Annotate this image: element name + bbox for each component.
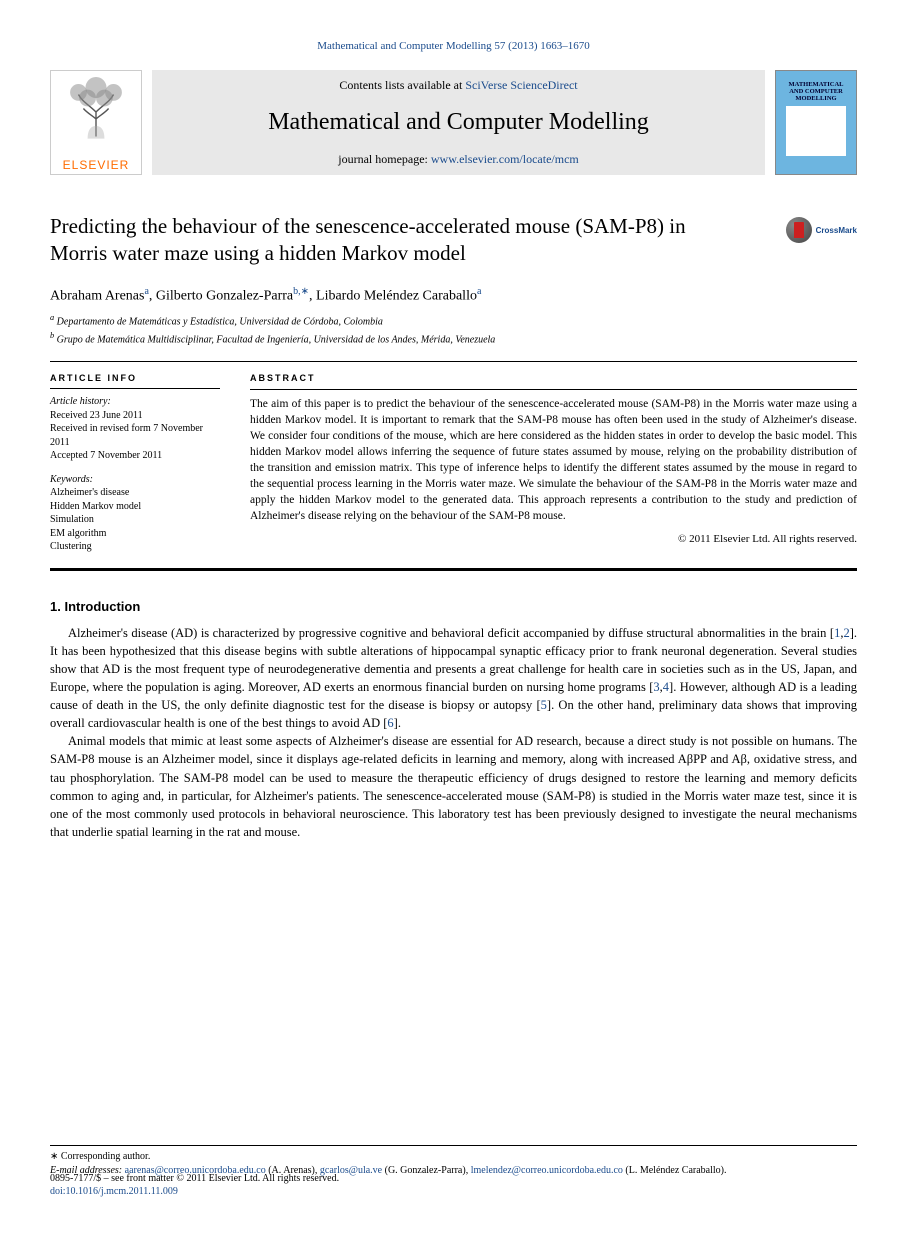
email-3-name: (L. Meléndez Caraballo). (623, 1165, 727, 1176)
intro-p2: Animal models that mimic at least some a… (50, 732, 857, 841)
cover-title: MATHEMATICAL AND COMPUTER MODELLING (782, 81, 850, 102)
homepage-line: journal homepage: www.elsevier.com/locat… (338, 152, 578, 167)
contents-line: Contents lists available at SciVerse Sci… (339, 78, 577, 93)
keywords-label: Keywords: (50, 473, 220, 487)
affiliations: a Departamento de Matemáticas y Estadíst… (50, 312, 857, 347)
aff-mark-b: b (50, 331, 54, 340)
aff-mark-a: a (50, 313, 54, 322)
introduction-body: Alzheimer's disease (AD) is characterize… (50, 624, 857, 842)
rule-bottom-2 (50, 569, 857, 571)
homepage-prefix: journal homepage: (338, 152, 431, 166)
keyword-0: Alzheimer's disease (50, 486, 220, 500)
history-label: Article history: (50, 395, 220, 409)
elsevier-tree-icon (61, 77, 131, 147)
running-head: Mathematical and Computer Modelling 57 (… (50, 40, 857, 52)
sciencedirect-link[interactable]: SciVerse ScienceDirect (465, 78, 577, 92)
abstract-body: The aim of this paper is to predict the … (250, 396, 857, 525)
author-1-aff[interactable]: a (144, 286, 148, 297)
author-1: Abraham Arenas (50, 288, 144, 303)
issn-line: 0895-7177/$ – see front matter © 2011 El… (50, 1172, 339, 1185)
crossmark-icon (786, 217, 812, 243)
doi-link[interactable]: doi:10.1016/j.mcm.2011.11.009 (50, 1186, 178, 1197)
homepage-link[interactable]: www.elsevier.com/locate/mcm (431, 152, 579, 166)
abstract: ABSTRACT The aim of this paper is to pre… (250, 372, 857, 554)
elsevier-wordmark: ELSEVIER (63, 158, 130, 172)
info-row: ARTICLE INFO Article history: Received 2… (50, 372, 857, 554)
corresponding-author: ∗ Corresponding author. (50, 1150, 857, 1164)
abstract-header: ABSTRACT (250, 372, 857, 385)
journal-cover-thumbnail: MATHEMATICAL AND COMPUTER MODELLING (775, 70, 857, 175)
journal-title: Mathematical and Computer Modelling (268, 109, 649, 136)
intro-p1-a: Alzheimer's disease (AD) is characterize… (68, 626, 834, 640)
email-3[interactable]: lmelendez@correo.unicordoba.edu.co (471, 1165, 623, 1176)
keyword-4: Clustering (50, 540, 220, 554)
crossmark-badge[interactable]: CrossMark (786, 217, 857, 243)
email-2-name: (G. Gonzalez-Parra), (382, 1165, 471, 1176)
author-3-aff[interactable]: a (477, 286, 481, 297)
aff-b: Grupo de Matemática Multidisciplinar, Fa… (57, 334, 496, 345)
author-2-aff[interactable]: b,∗ (293, 286, 309, 297)
keyword-2: Simulation (50, 513, 220, 527)
bottom-bar: 0895-7177/$ – see front matter © 2011 El… (50, 1172, 339, 1198)
article-header: CrossMark Predicting the behaviour of th… (50, 213, 857, 347)
aff-a: Departamento de Matemáticas y Estadístic… (57, 317, 383, 328)
rule-top (50, 361, 857, 362)
contents-prefix: Contents lists available at (339, 78, 465, 92)
keyword-1: Hidden Markov model (50, 500, 220, 514)
history-received: Received 23 June 2011 (50, 409, 220, 423)
abstract-copyright: © 2011 Elsevier Ltd. All rights reserved… (250, 532, 857, 547)
crossmark-label: CrossMark (816, 226, 857, 235)
keyword-3: EM algorithm (50, 527, 220, 541)
history-accepted: Accepted 7 November 2011 (50, 449, 220, 463)
authors: Abraham Arenasa, Gilberto Gonzalez-Parra… (50, 286, 857, 305)
section-heading-1: 1. Introduction (50, 599, 857, 614)
article-info: ARTICLE INFO Article history: Received 2… (50, 372, 220, 554)
header-banner: ELSEVIER Contents lists available at Sci… (50, 70, 857, 175)
elsevier-logo: ELSEVIER (50, 70, 142, 175)
history-revised: Received in revised form 7 November 2011 (50, 422, 220, 449)
intro-p1-g: ]. (394, 716, 401, 730)
article-title: Predicting the behaviour of the senescen… (50, 213, 690, 268)
author-2: Gilberto Gonzalez-Parra (156, 288, 293, 303)
banner-center: Contents lists available at SciVerse Sci… (152, 70, 765, 175)
articleinfo-header: ARTICLE INFO (50, 372, 220, 384)
author-3: Libardo Meléndez Caraballo (316, 288, 477, 303)
intro-p1: Alzheimer's disease (AD) is characterize… (50, 624, 857, 733)
